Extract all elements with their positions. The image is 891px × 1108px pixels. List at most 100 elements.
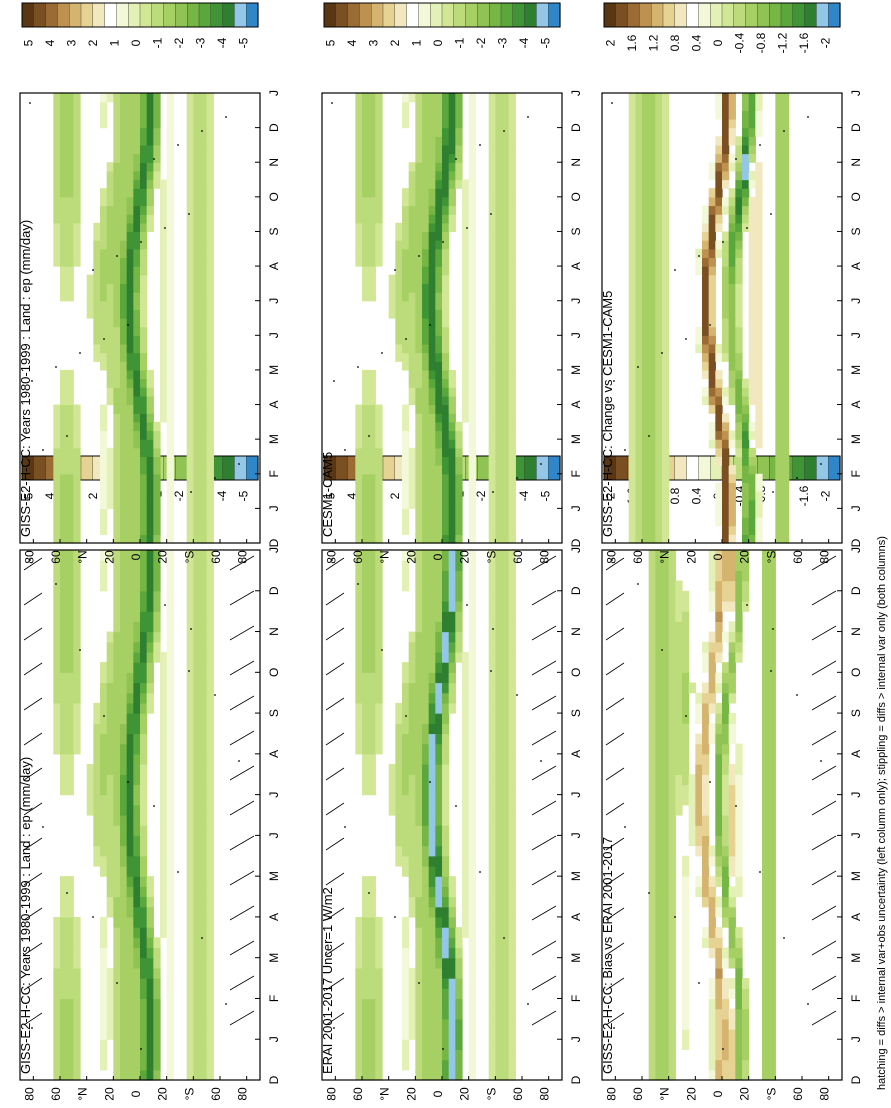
heatmap-cell — [655, 988, 662, 999]
heatmap-cell — [73, 474, 80, 483]
heatmap-cell — [355, 448, 362, 457]
heatmap-cell — [435, 968, 442, 979]
heatmap-cell — [193, 353, 200, 362]
heatmap-cell — [193, 866, 200, 877]
heatmap-cell — [140, 723, 147, 734]
heatmap-cell — [60, 948, 67, 959]
heatmap-cell — [402, 927, 409, 938]
heatmap-cell — [735, 968, 742, 979]
heatmap-cell — [200, 318, 207, 327]
heatmap-cell — [133, 652, 140, 663]
heatmap-cell — [113, 917, 120, 928]
heatmap-cell — [489, 642, 496, 653]
heatmap-cell — [649, 907, 656, 918]
heatmap-cell — [415, 988, 422, 999]
heatmap-cell — [495, 93, 502, 102]
heatmap-cell — [207, 474, 214, 483]
heatmap-cell — [415, 805, 422, 816]
heatmap-cell — [449, 214, 456, 223]
heatmap-cell — [160, 309, 167, 318]
heatmap-cell — [469, 500, 476, 509]
heatmap-cell — [153, 482, 160, 491]
heatmap-cell — [715, 978, 722, 989]
colorbar-label: -5 — [538, 490, 552, 501]
heatmap-cell — [729, 846, 736, 857]
stipple-dot — [746, 604, 748, 606]
colorbar-label: 2 — [388, 492, 402, 499]
heatmap-cell — [489, 733, 496, 744]
heatmap-cell — [649, 591, 656, 602]
heatmap-cell — [422, 335, 429, 344]
month-tick-label: N — [267, 627, 281, 636]
month-tick-label: J — [267, 90, 281, 96]
heatmap-cell — [140, 318, 147, 327]
heatmap-cell — [429, 1070, 436, 1081]
heatmap-cell — [120, 119, 127, 128]
heatmap-cell — [469, 805, 476, 816]
heatmap-cell — [722, 683, 729, 694]
heatmap-cell — [649, 937, 656, 948]
heatmap-cell — [133, 370, 140, 379]
heatmap-cell — [415, 335, 422, 344]
heatmap-cell — [655, 795, 662, 806]
heatmap-cell — [429, 774, 436, 785]
heatmap-cell — [775, 474, 782, 483]
heatmap-cell — [715, 642, 722, 653]
heatmap-cell — [140, 591, 147, 602]
heatmap-cell — [415, 491, 422, 500]
heatmap-cell — [60, 1049, 67, 1060]
heatmap-cell — [435, 937, 442, 948]
heatmap-cell — [429, 733, 436, 744]
heatmap-cell — [402, 456, 409, 465]
heatmap-cell — [100, 581, 107, 592]
heatmap-cell — [509, 866, 516, 877]
heatmap-cell — [775, 379, 782, 388]
heatmap-cell — [167, 1019, 174, 1030]
heatmap-cell — [435, 754, 442, 765]
heatmap-cell — [369, 611, 376, 622]
heatmap-cell — [375, 927, 382, 938]
heatmap-cell — [113, 240, 120, 249]
heatmap-cell — [495, 266, 502, 275]
heatmap-cell — [100, 795, 107, 806]
heatmap-cell — [495, 683, 502, 694]
heatmap-cell — [502, 1060, 509, 1071]
month-tick-label: J — [569, 505, 583, 511]
heatmap-cell — [140, 517, 147, 526]
heatmap-cell — [415, 526, 422, 535]
heatmap-cell — [662, 439, 669, 448]
heatmap-cell — [207, 491, 214, 500]
heatmap-cell — [489, 110, 496, 119]
heatmap-cell — [469, 652, 476, 663]
heatmap-cell — [369, 431, 376, 440]
heatmap-cell — [509, 937, 516, 948]
heatmap-cell — [147, 128, 154, 137]
hatch-line — [532, 906, 556, 920]
heatmap-cell — [167, 1009, 174, 1020]
heatmap-cell — [193, 1039, 200, 1050]
heatmap-cell — [635, 396, 642, 405]
stipple-dot — [381, 649, 383, 651]
heatmap-cell — [449, 162, 456, 171]
heatmap-cell — [649, 703, 656, 714]
heatmap-cell — [495, 335, 502, 344]
heatmap-cell — [60, 379, 67, 388]
heatmap-cell — [729, 439, 736, 448]
heatmap-cell — [147, 591, 154, 602]
heatmap-cell — [422, 136, 429, 145]
heatmap-cell — [682, 1039, 689, 1050]
heatmap-cell — [495, 413, 502, 422]
heatmap-cell — [435, 784, 442, 795]
heatmap-cell — [402, 517, 409, 526]
month-tick-label: O — [569, 192, 583, 201]
heatmap-cell — [60, 517, 67, 526]
heatmap-cell — [93, 335, 100, 344]
heatmap-cell — [422, 102, 429, 111]
heatmap-cell — [113, 1070, 120, 1081]
lat-tick-label: 20 — [156, 1087, 170, 1101]
heatmap-cell — [735, 422, 742, 431]
heatmap-cell — [167, 825, 174, 836]
heatmap-cell — [762, 611, 769, 622]
heatmap-cell — [100, 301, 107, 310]
